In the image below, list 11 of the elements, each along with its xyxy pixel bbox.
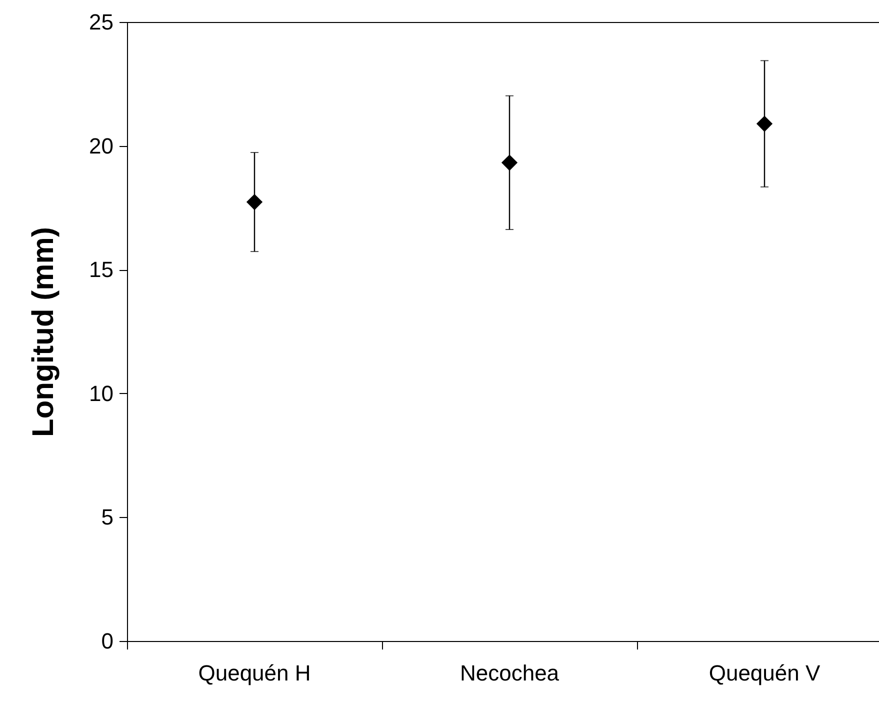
- y-tick-label: 10: [89, 380, 114, 406]
- y-tick-label: 25: [89, 10, 114, 34]
- y-axis-title: Longitud (mm): [27, 227, 60, 437]
- y-tick-label: 20: [89, 133, 114, 158]
- y-tick-label: 0: [101, 628, 114, 654]
- x-tick-label: Quequén V: [708, 660, 820, 686]
- x-tick-label: Quequén H: [198, 660, 311, 686]
- y-tick-label: 15: [89, 257, 114, 282]
- y-tick-label: 5: [101, 504, 114, 530]
- point: [246, 194, 263, 210]
- x-tick-label: Necochea: [460, 660, 560, 686]
